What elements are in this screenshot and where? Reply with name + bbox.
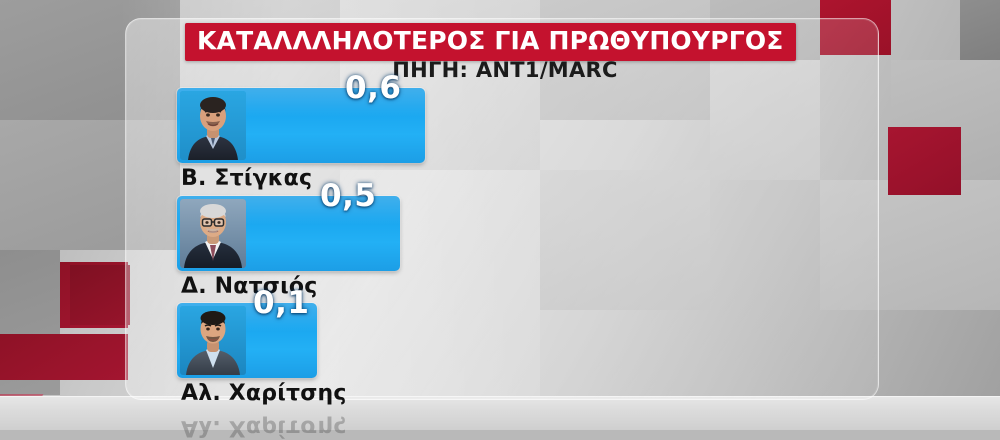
bg-tile — [820, 180, 1000, 310]
bg-tile — [710, 60, 820, 180]
bg-red-square — [0, 334, 128, 380]
portrait-image — [180, 306, 246, 375]
bg-tile — [540, 170, 710, 310]
background-floor-line — [0, 396, 1000, 397]
portrait-charitsis — [180, 306, 246, 375]
bar-value: 0,5 — [320, 178, 377, 214]
portrait-stigkas — [180, 91, 246, 160]
bg-tile — [0, 120, 180, 250]
bg-red-square — [820, 0, 891, 55]
bar-label: Δ. Νατσιός — [181, 274, 318, 299]
bar-chart: 0,6 Β. Στίγκας — [177, 70, 425, 440]
bg-red-square — [70, 265, 130, 325]
bg-tile — [960, 0, 1000, 60]
bar-value: 0,6 — [345, 70, 402, 106]
bar-label: Αλ. Χαρίτσης — [181, 381, 347, 406]
portrait-image — [180, 199, 246, 268]
bg-red-square — [888, 127, 961, 195]
page-title: ΚΑΤΑΛΛΛΗΛΟΤΕΡΟΣ ΓΙΑ ΠΡΩΘΥΠΟΥΡΓΟΣ — [197, 26, 784, 55]
bg-tile — [0, 0, 180, 120]
source-subtitle: ΠΗΓΗ: ANT1/MARC — [392, 58, 618, 82]
title-banner: ΚΑΤΑΛΛΛΗΛΟΤΕΡΟΣ ΓΙΑ ΠΡΩΘΥΠΟΥΡΓΟΣ — [185, 23, 796, 61]
portrait-image — [180, 91, 246, 160]
bar-value: 0,1 — [253, 285, 310, 321]
background-floor — [0, 396, 1000, 430]
bar-label: Β. Στίγκας — [181, 166, 313, 191]
portrait-natsios — [180, 199, 246, 268]
bar-label-reflection: Αλ. Χαρίτσης — [181, 415, 347, 440]
